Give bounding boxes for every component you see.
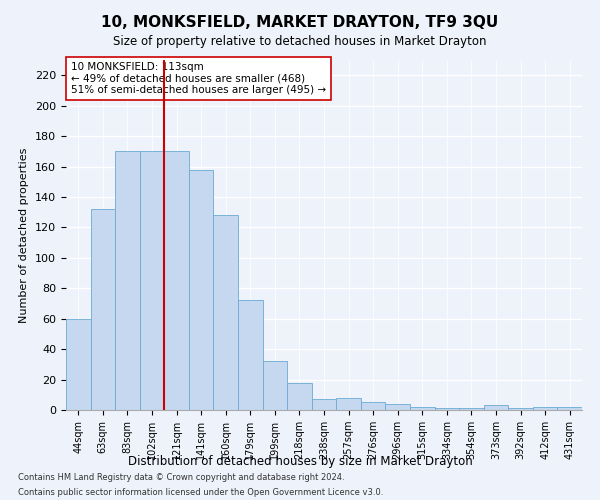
Bar	[189, 170, 214, 410]
Bar	[385, 404, 410, 410]
Bar	[533, 407, 557, 410]
Bar	[238, 300, 263, 410]
Y-axis label: Number of detached properties: Number of detached properties	[19, 148, 29, 322]
Bar	[410, 407, 434, 410]
Bar	[434, 408, 459, 410]
Text: Contains public sector information licensed under the Open Government Licence v3: Contains public sector information licen…	[18, 488, 383, 497]
Bar	[115, 152, 140, 410]
Bar	[91, 209, 115, 410]
Text: 10, MONKSFIELD, MARKET DRAYTON, TF9 3QU: 10, MONKSFIELD, MARKET DRAYTON, TF9 3QU	[101, 15, 499, 30]
Bar	[263, 362, 287, 410]
Bar	[140, 152, 164, 410]
Bar	[361, 402, 385, 410]
Bar	[66, 318, 91, 410]
Bar	[459, 408, 484, 410]
Bar	[164, 152, 189, 410]
Text: Distribution of detached houses by size in Market Drayton: Distribution of detached houses by size …	[128, 455, 472, 468]
Bar	[214, 215, 238, 410]
Text: Size of property relative to detached houses in Market Drayton: Size of property relative to detached ho…	[113, 35, 487, 48]
Bar	[484, 406, 508, 410]
Bar	[508, 408, 533, 410]
Bar	[557, 407, 582, 410]
Bar	[287, 382, 312, 410]
Text: 10 MONKSFIELD: 113sqm
← 49% of detached houses are smaller (468)
51% of semi-det: 10 MONKSFIELD: 113sqm ← 49% of detached …	[71, 62, 326, 95]
Bar	[336, 398, 361, 410]
Bar	[312, 400, 336, 410]
Text: Contains HM Land Registry data © Crown copyright and database right 2024.: Contains HM Land Registry data © Crown c…	[18, 473, 344, 482]
